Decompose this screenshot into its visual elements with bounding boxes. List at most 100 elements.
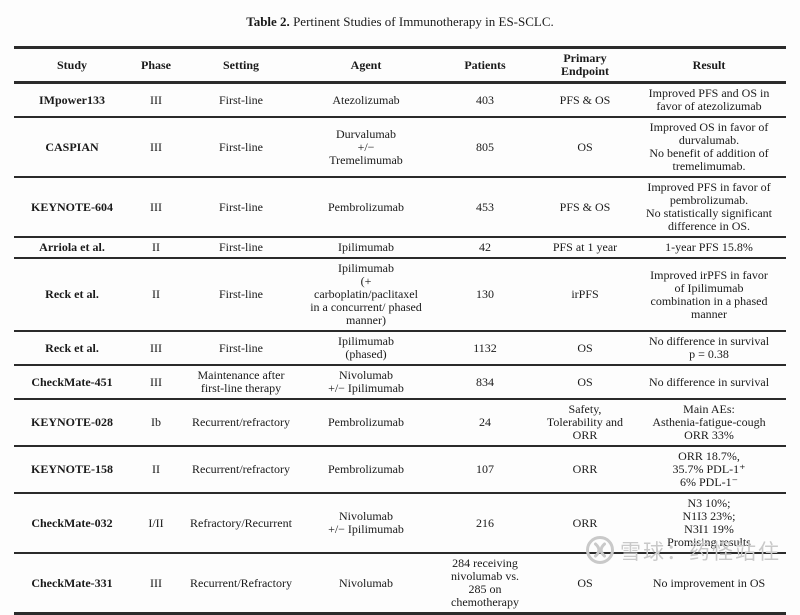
cell-patients: 1132 (473, 340, 497, 355)
cell-agent: Pembrolizumab (328, 199, 404, 214)
cell-result: No difference in survival (648, 374, 770, 389)
cell-study: KEYNOTE-028 (30, 415, 113, 429)
cell-endpoint: ORR (572, 515, 598, 530)
col-header-patients: Patients (464, 57, 506, 72)
cell-endpoint: irPFS (571, 287, 599, 301)
table-row: CASPIAN III First-line Durvalumab +/− Tr… (14, 117, 786, 177)
cell-endpoint: OS (577, 139, 593, 154)
cell-endpoint: OS (577, 340, 593, 355)
col-header-setting: Setting (223, 57, 259, 72)
cell-study: KEYNOTE-158 (30, 462, 113, 476)
cell-result: Improved PFS in favor of pembrolizumab. … (646, 180, 772, 233)
table-row: Reck et al. III First-line Ipilimumab (p… (14, 331, 786, 365)
cell-agent: Atezolizumab (332, 92, 400, 107)
cell-result: Improved PFS and OS in favor of atezoliz… (648, 86, 770, 113)
cell-setting: Recurrent/refractory (192, 415, 290, 429)
cell-study: Reck et al. (45, 287, 99, 301)
cell-study: Reck et al. (45, 340, 99, 355)
cell-patients: 216 (476, 515, 494, 530)
cell-endpoint: Safety, Tolerability and ORR (546, 402, 624, 442)
table-row: CheckMate-331 III Recurrent/Refractory N… (14, 553, 786, 614)
cell-patients: 403 (476, 92, 494, 107)
cell-result: ORR 18.7%, 35.7% PDL-1⁺ 6% PDL-1⁻ (672, 449, 746, 489)
cell-phase: III (150, 374, 162, 389)
col-header-result: Result (692, 57, 726, 72)
caption-text: Pertinent Studies of Immunotherapy in ES… (293, 14, 554, 29)
table-row: KEYNOTE-028 Ib Recurrent/refractory Pemb… (14, 399, 786, 446)
cell-agent: Ipilimumab (phased) (338, 334, 394, 361)
cell-result: N3 10%; N1I3 23%; N3I1 19% Promising res… (667, 496, 751, 549)
cell-setting: First-line (219, 139, 263, 154)
cell-setting: Recurrent/Refractory (190, 575, 292, 590)
table-row: KEYNOTE-604 III First-line Pembrolizumab… (14, 177, 786, 237)
cell-patients: 24 (479, 415, 491, 429)
cell-setting: First-line (219, 240, 263, 254)
cell-study: Arriola et al. (39, 240, 105, 254)
cell-patients: 42 (479, 240, 491, 254)
studies-table: Study Phase Setting Agent Patients Prima… (14, 46, 786, 615)
table-row: Reck et al. II First-line Ipilimumab (+ … (14, 258, 786, 331)
table-row: IMpower133 III First-line Atezolizumab 4… (14, 83, 786, 118)
cell-result: 1-year PFS 15.8% (665, 240, 753, 254)
cell-setting: Refractory/Recurrent (190, 515, 292, 530)
cell-endpoint: OS (577, 575, 593, 590)
cell-agent: Ipilimumab (338, 240, 394, 254)
caption-label: Table 2. (246, 14, 290, 29)
table-row: Arriola et al. II First-line Ipilimumab … (14, 237, 786, 258)
cell-phase: III (150, 575, 162, 590)
col-header-agent: Agent (350, 57, 382, 72)
cell-agent: Nivolumab +/− Ipilimumab (328, 509, 404, 536)
cell-study: IMpower133 (39, 92, 105, 107)
col-header-study: Study (56, 57, 88, 72)
cell-patients: 834 (476, 374, 494, 389)
cell-study: CheckMate-451 (31, 374, 113, 389)
cell-agent: Pembrolizumab (328, 415, 404, 429)
cell-study: CheckMate-331 (31, 575, 113, 590)
table-row: CheckMate-032 I/II Refractory/Recurrent … (14, 493, 786, 553)
cell-patients: 107 (476, 462, 494, 476)
cell-endpoint: ORR (572, 462, 598, 476)
cell-endpoint: PFS & OS (559, 92, 611, 107)
cell-endpoint: PFS at 1 year (552, 240, 618, 254)
cell-study: KEYNOTE-604 (30, 199, 113, 214)
col-header-endpoint: Primary Endpoint (560, 51, 610, 78)
cell-result: Improved OS in favor of durvalumab. No b… (649, 120, 769, 173)
cell-patients: 284 receiving nivolumab vs. 285 on chemo… (451, 556, 519, 609)
cell-phase: I/II (148, 515, 164, 530)
table-row: KEYNOTE-158 II Recurrent/refractory Pemb… (14, 446, 786, 493)
cell-phase: II (152, 287, 160, 301)
cell-agent: Ipilimumab (+ carboplatin/paclitaxel in … (310, 261, 422, 327)
cell-study: CASPIAN (45, 139, 99, 154)
table-caption: Table 2. Pertinent Studies of Immunother… (0, 14, 800, 30)
cell-phase: Ib (151, 415, 161, 429)
cell-phase: II (152, 240, 160, 254)
cell-result: Improved irPFS in favor of Ipilimumab co… (650, 267, 768, 321)
cell-patients: 805 (476, 139, 494, 154)
cell-agent: Durvalumab +/− Tremelimumab (329, 126, 403, 167)
cell-endpoint: PFS & OS (559, 199, 611, 214)
cell-agent: Nivolumab +/− Ipilimumab (328, 368, 404, 395)
cell-patients: 453 (476, 199, 494, 214)
cell-setting: First-line (219, 199, 263, 214)
cell-setting: First-line (219, 92, 263, 107)
cell-result: No improvement in OS (652, 575, 766, 590)
cell-patients: 130 (476, 287, 494, 301)
cell-result: No difference in survival p = 0.38 (648, 334, 770, 361)
header-row: Study Phase Setting Agent Patients Prima… (14, 48, 786, 83)
table-row: CheckMate-451 III Maintenance after firs… (14, 365, 786, 399)
cell-agent: Pembrolizumab (328, 462, 404, 476)
cell-phase: III (150, 199, 162, 214)
cell-phase: III (150, 139, 162, 154)
cell-result: Main AEs: Asthenia-fatigue-cough ORR 33% (652, 402, 766, 442)
cell-setting: First-line (219, 287, 263, 301)
cell-endpoint: OS (577, 374, 593, 389)
cell-phase: II (152, 462, 160, 476)
cell-setting: First-line (219, 340, 263, 355)
cell-agent: Nivolumab (339, 575, 393, 590)
cell-phase: III (150, 340, 162, 355)
cell-study: CheckMate-032 (31, 515, 113, 530)
cell-setting: Recurrent/refractory (192, 462, 290, 476)
col-header-phase: Phase (141, 57, 171, 72)
cell-setting: Maintenance after first-line therapy (197, 368, 285, 395)
cell-phase: III (150, 92, 162, 107)
